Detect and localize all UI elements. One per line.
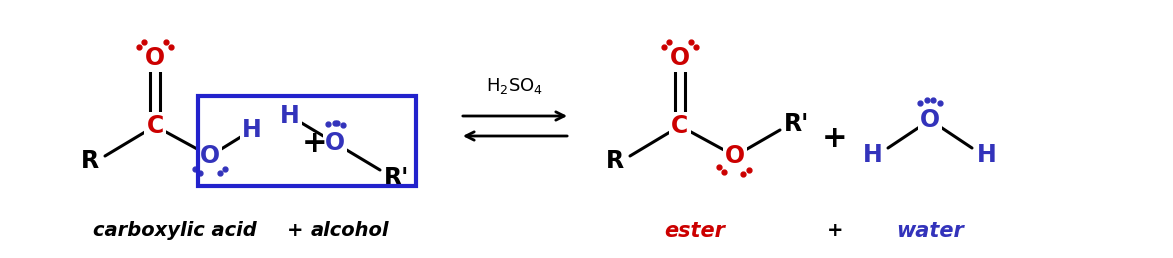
Text: O: O (325, 131, 345, 155)
Text: R': R' (785, 112, 809, 136)
Text: C: C (671, 114, 689, 138)
Text: +: + (827, 222, 843, 240)
Text: O: O (725, 144, 745, 168)
Text: H: H (242, 118, 262, 142)
Text: H: H (863, 143, 883, 167)
Text: O: O (920, 108, 940, 132)
Text: +: + (303, 128, 327, 157)
Text: water: water (896, 221, 964, 241)
Text: O: O (199, 144, 221, 168)
Text: ester: ester (665, 221, 725, 241)
Text: H$_2$SO$_4$: H$_2$SO$_4$ (487, 76, 543, 96)
Bar (198, 96, 416, 186)
Text: alcohol: alcohol (311, 222, 389, 240)
Text: carboxylic acid: carboxylic acid (93, 222, 257, 240)
Text: H: H (280, 104, 300, 128)
Text: C: C (147, 114, 163, 138)
Text: O: O (145, 46, 165, 70)
Text: O: O (670, 46, 690, 70)
Text: +: + (822, 124, 848, 152)
Text: H: H (977, 143, 997, 167)
Text: +: + (286, 222, 304, 240)
Text: R: R (81, 149, 99, 173)
Text: R': R' (385, 166, 409, 190)
Text: R: R (606, 149, 624, 173)
